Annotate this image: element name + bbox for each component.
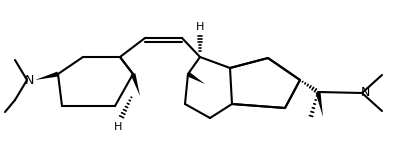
Text: N: N	[359, 86, 369, 99]
Polygon shape	[35, 72, 59, 80]
Polygon shape	[130, 73, 140, 96]
Text: N: N	[24, 73, 34, 86]
Text: H: H	[195, 22, 204, 32]
Polygon shape	[315, 92, 322, 117]
Text: H: H	[113, 122, 122, 132]
Polygon shape	[186, 72, 205, 84]
